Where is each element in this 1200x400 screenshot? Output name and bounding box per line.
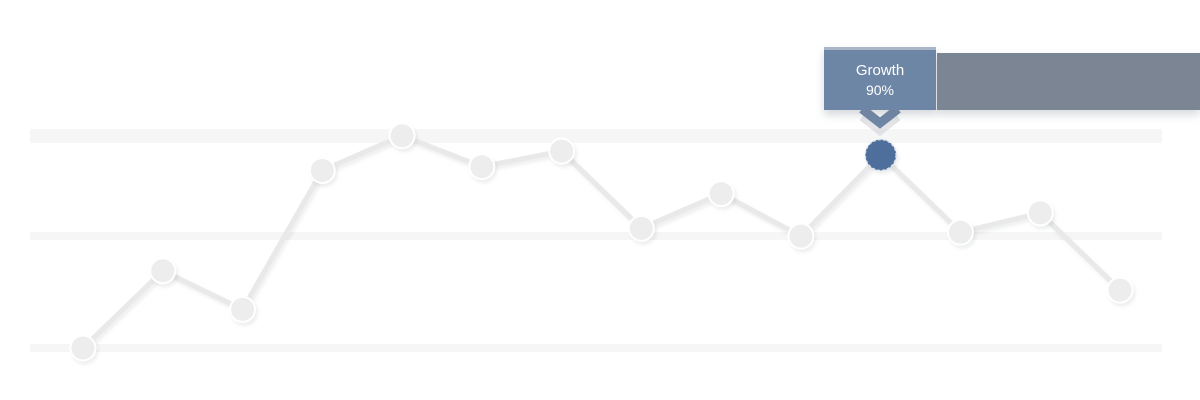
tooltip-pointer-icon (859, 106, 901, 136)
data-point[interactable] (1026, 199, 1054, 227)
highlighted-data-point[interactable] (864, 138, 897, 172)
data-point[interactable] (548, 137, 576, 165)
data-point[interactable] (388, 122, 416, 150)
data-point[interactable] (707, 180, 735, 208)
data-point[interactable] (149, 257, 177, 285)
data-point[interactable] (1106, 276, 1134, 304)
data-point[interactable] (627, 214, 655, 242)
side-panel-bar (937, 53, 1200, 110)
data-point[interactable] (229, 295, 257, 323)
data-point[interactable] (308, 156, 336, 184)
series-line (80, 133, 1123, 351)
gridline-middle (30, 232, 1162, 240)
data-point[interactable] (787, 222, 815, 250)
data-point[interactable] (468, 153, 496, 181)
data-point[interactable] (69, 334, 97, 362)
tooltip-value-label: 90% (865, 81, 895, 98)
tooltip-series-label: Growth (855, 61, 905, 79)
data-point[interactable] (946, 218, 974, 246)
gridline-bottom (30, 344, 1162, 352)
tooltip: Growth 90% (824, 47, 936, 110)
